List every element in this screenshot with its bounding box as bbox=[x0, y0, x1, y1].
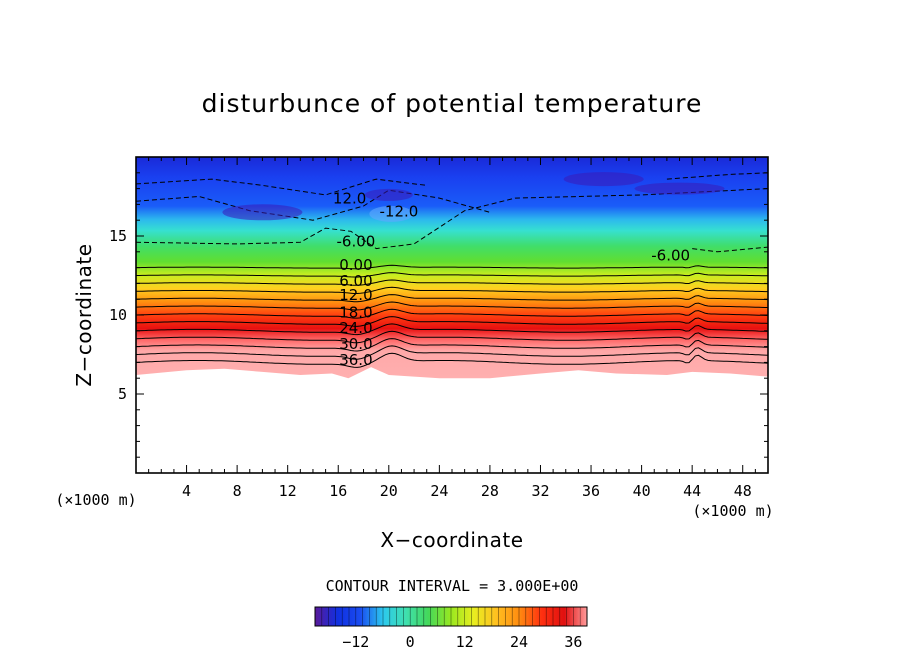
contour-line-negative bbox=[136, 188, 768, 250]
contour-label: 18.0 bbox=[339, 303, 372, 321]
y-axis-ticks: 5 10 15 bbox=[109, 172, 768, 458]
y-tick-label: 5 bbox=[118, 385, 127, 403]
colorbar-ticks: −12 0 12 24 36 bbox=[342, 633, 582, 651]
x-tick-label: 36 bbox=[582, 482, 600, 500]
contour-label: -6.00 bbox=[651, 247, 690, 265]
x-tick-label: 44 bbox=[683, 482, 701, 500]
x-tick-label: 28 bbox=[481, 482, 499, 500]
x-tick-label: 32 bbox=[531, 482, 549, 500]
contour-label: 12.0 bbox=[339, 286, 372, 304]
contour-line-negative bbox=[136, 189, 491, 221]
colorbar: −12 0 12 24 36 bbox=[314, 606, 588, 651]
contour-line-negative bbox=[136, 178, 427, 196]
y-tick-label: 15 bbox=[109, 227, 127, 245]
contour-line bbox=[136, 264, 768, 270]
colorbar-tick-label: −12 bbox=[342, 633, 369, 651]
x-tick-label: 12 bbox=[279, 482, 297, 500]
x-tick-label: 8 bbox=[233, 482, 242, 500]
cold-patch bbox=[364, 188, 413, 201]
colorbar-tick-label: 36 bbox=[564, 633, 582, 651]
cold-patch bbox=[563, 172, 644, 187]
plot-area: 36.030.024.018.012.06.000.00-6.0012.0-12… bbox=[135, 156, 769, 474]
colorbar-tick-label: 0 bbox=[406, 633, 415, 651]
contour-line bbox=[136, 294, 768, 303]
contour-label: -6.00 bbox=[337, 232, 376, 250]
contour-label: 0.00 bbox=[339, 256, 372, 274]
x-tick-label: 20 bbox=[380, 482, 398, 500]
contour-line bbox=[136, 286, 768, 294]
contour-label: 30.0 bbox=[339, 335, 372, 353]
contour-line bbox=[136, 308, 768, 319]
x-axis-label: X−coordinate bbox=[380, 528, 523, 552]
contour-label: 36.0 bbox=[339, 351, 372, 369]
contour-lines bbox=[136, 172, 768, 368]
chart-title: disturbunce of potential temperature bbox=[202, 89, 703, 118]
contour-label: -12.0 bbox=[380, 202, 419, 220]
contour-interval-text: CONTOUR INTERVAL = 3.000E+00 bbox=[326, 577, 579, 595]
x-tick-label: 48 bbox=[734, 482, 752, 500]
cold-patch bbox=[222, 204, 303, 221]
colorbar-tick-label: 24 bbox=[510, 633, 528, 651]
contour-line bbox=[136, 338, 768, 352]
x-tick-label: 40 bbox=[633, 482, 651, 500]
cold-patch bbox=[634, 182, 725, 195]
contour-line-negative bbox=[692, 246, 768, 253]
y-tick-label: 10 bbox=[109, 306, 127, 324]
x-tick-label: 16 bbox=[329, 482, 347, 500]
x-tick-label: 4 bbox=[182, 482, 191, 500]
x-unit-left: (×1000 m) bbox=[55, 491, 136, 509]
contour-labels: 36.030.024.018.012.06.000.00-6.0012.0-12… bbox=[333, 190, 690, 369]
contour-line bbox=[136, 279, 768, 286]
cold-anomaly-patches bbox=[222, 172, 725, 222]
contour-label: 12.0 bbox=[333, 190, 366, 208]
contour-line bbox=[136, 330, 768, 344]
contour-label: 6.00 bbox=[339, 272, 372, 290]
contour-line-negative bbox=[666, 172, 768, 180]
y-axis-label: Z−coordinate bbox=[72, 243, 96, 386]
contour-line bbox=[136, 345, 768, 360]
contour-line bbox=[136, 316, 768, 327]
colorbar-divisions bbox=[321, 607, 581, 626]
contour-label: 24.0 bbox=[339, 319, 372, 337]
colorbar-tick-label: 12 bbox=[456, 633, 474, 651]
x-unit-right: (×1000 m) bbox=[692, 502, 773, 520]
contour-line bbox=[136, 272, 768, 278]
contour-line bbox=[136, 323, 768, 336]
x-axis-ticks: 4 8 12 16 20 24 28 32 36 40 44 48 bbox=[148, 157, 756, 500]
contour-line bbox=[136, 301, 768, 311]
x-tick-label: 24 bbox=[430, 482, 448, 500]
colorbar-frame bbox=[314, 606, 588, 627]
contour-line bbox=[136, 352, 768, 368]
warm-patch bbox=[369, 205, 414, 222]
